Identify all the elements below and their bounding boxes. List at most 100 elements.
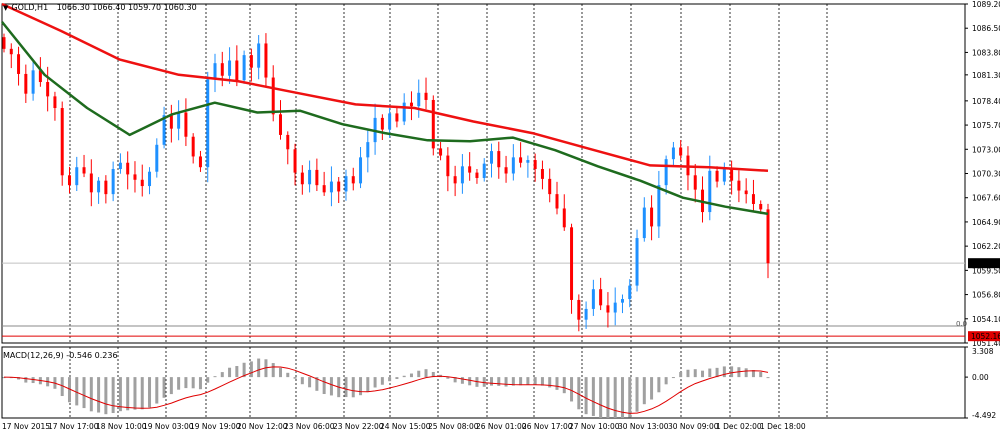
macd-bar: [591, 377, 595, 416]
macd-bar: [373, 377, 377, 388]
moving-average-slow: [1, 2, 769, 173]
time-axis-label: 17 Nov 2015: [2, 422, 50, 431]
macd-bar: [671, 377, 675, 379]
macd-bar: [533, 377, 537, 385]
candle-bull: [671, 147, 675, 160]
macd-bar: [249, 361, 253, 378]
candle-bear: [82, 167, 86, 174]
candle-bull: [366, 142, 370, 158]
candle-bear: [46, 82, 50, 97]
candle-bull: [511, 157, 515, 174]
macd-bar: [701, 370, 705, 378]
candle-bear: [322, 185, 326, 193]
candle-bear: [24, 73, 28, 94]
macd-bar: [380, 377, 384, 385]
candle-bear: [67, 175, 71, 186]
current-price-label: 1060.30: [971, 259, 1000, 268]
candle-bull: [206, 79, 210, 168]
macd-bar: [388, 377, 392, 382]
candle-bull: [417, 92, 421, 107]
macd-bar: [359, 377, 363, 396]
macd-bar: [453, 377, 457, 383]
candle-bear: [2, 37, 6, 49]
macd-bar: [140, 377, 144, 410]
macd-bar: [657, 377, 661, 393]
moving-average-fast: [1, 21, 769, 216]
macd-bar: [570, 377, 574, 402]
macd-bar: [104, 377, 108, 415]
current-price-badge: [968, 258, 1000, 269]
macd-bar: [766, 377, 770, 379]
candle-bear: [424, 92, 428, 100]
macd-bar: [562, 377, 566, 394]
chart-title: ▼ GOLD,H1 1066.30 1066.40 1059.70 1060.30: [3, 3, 197, 12]
time-axis-label: 19 Nov 19:00: [190, 422, 241, 431]
candle-bear: [759, 203, 763, 210]
macd-bar: [460, 377, 464, 384]
time-axis-label: 30 Nov 09:00: [668, 422, 719, 431]
macd-bar: [300, 377, 304, 385]
candle-bear: [17, 54, 21, 74]
macd-bar: [97, 377, 101, 413]
triangle-down-icon[interactable]: ▼: [3, 4, 9, 12]
macd-bar: [511, 377, 515, 386]
price-tick-label: 1073.00: [972, 145, 1000, 154]
macd-bar: [31, 377, 35, 384]
candle-bear: [380, 117, 384, 130]
macd-tick-label: -4.492: [972, 411, 996, 420]
candle-bull: [402, 102, 406, 122]
candle-bear: [89, 173, 93, 193]
price-tick-label: 1064.90: [972, 218, 1000, 227]
candle-bear: [453, 176, 457, 184]
macd-bar: [620, 377, 624, 418]
candle-bear: [715, 170, 719, 182]
candle-bear: [38, 70, 42, 83]
macd-tick-label: 0.00: [972, 373, 989, 382]
macd-bar: [751, 370, 755, 378]
price-level-badge: [968, 331, 1000, 342]
macd-bar: [118, 377, 122, 412]
candle-bull: [642, 207, 646, 239]
candle-bear: [191, 136, 195, 157]
macd-bar: [417, 370, 421, 378]
candle-bear: [751, 194, 755, 204]
time-axis-label: 26 Nov 17:00: [522, 422, 573, 431]
price-tick-label: 1075.70: [972, 121, 1000, 130]
candle-bear: [184, 112, 188, 137]
macd-bar: [402, 375, 406, 378]
candle-bear: [140, 179, 144, 187]
candle-bear: [439, 148, 443, 156]
candle-bull: [628, 285, 632, 300]
macd-bar: [759, 371, 763, 378]
candle-bear: [519, 157, 523, 163]
candle-bull: [228, 60, 232, 76]
macd-bar: [504, 377, 508, 387]
candle-bear: [104, 180, 108, 195]
candle-bull: [155, 144, 159, 172]
candle-bull: [490, 151, 494, 164]
candle-bull: [118, 162, 122, 170]
symbol-label: GOLD,H1: [11, 3, 49, 12]
candle-bear: [198, 156, 202, 168]
price-tick-label: 1051.40: [972, 339, 1000, 348]
candle-bear: [293, 149, 297, 173]
macd-bar: [206, 377, 210, 383]
candle-bear: [693, 175, 697, 190]
candle-bear: [53, 96, 57, 109]
time-axis-label: 27 Nov 10:00: [569, 422, 620, 431]
candle-bear: [548, 178, 552, 195]
macd-bar: [228, 367, 232, 378]
macd-bar: [722, 366, 726, 378]
candle-bear: [737, 180, 741, 191]
candle-bull: [664, 159, 668, 186]
candle-bull: [388, 113, 392, 130]
candle-bull: [526, 160, 530, 163]
price-tick-label: 1056.80: [972, 291, 1000, 300]
candle-bull: [708, 170, 712, 213]
candle-bull: [75, 167, 79, 186]
candle-bull: [97, 180, 101, 193]
candle-bull: [657, 185, 661, 227]
price-tick-label: 1070.30: [972, 170, 1000, 179]
